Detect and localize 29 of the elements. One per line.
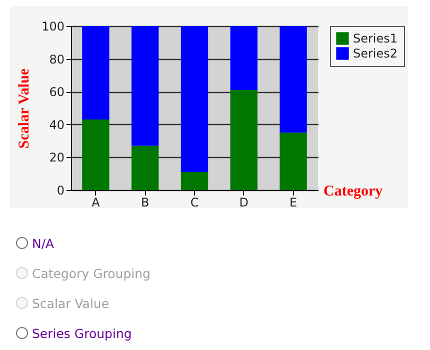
text: Series Grouping	[32, 326, 132, 340]
legend-label: Series2	[353, 46, 398, 60]
legend-label: Series1	[353, 32, 398, 46]
bar	[180, 172, 208, 190]
x-axis-title: Category	[324, 184, 384, 200]
text: Category Grouping	[32, 266, 150, 280]
y-tick-label: 20	[49, 150, 64, 165]
bar	[82, 26, 110, 120]
bar	[280, 132, 307, 190]
y-tick-label: 40	[49, 118, 64, 132]
y-tick-label: 0	[56, 184, 64, 198]
bar	[230, 26, 258, 90]
bar	[180, 26, 208, 172]
x-tick-label: A	[92, 196, 101, 210]
x-tick-label: E	[290, 196, 298, 210]
bar	[132, 146, 159, 190]
bar	[132, 26, 159, 146]
y-tick-label: 80	[49, 52, 64, 66]
y-tick-label: 60	[49, 85, 64, 100]
y-tick-label: 100	[42, 20, 64, 34]
text: Scalar Value	[32, 296, 110, 310]
text: N/A	[32, 236, 54, 250]
x-tick-label: B	[140, 196, 150, 210]
x-tick-label: D	[239, 196, 249, 210]
bar	[280, 26, 307, 133]
bar	[230, 90, 258, 190]
x-tick-label: C	[190, 196, 199, 210]
bar	[82, 119, 110, 190]
y-axis-title: Scalar Value	[16, 68, 33, 149]
